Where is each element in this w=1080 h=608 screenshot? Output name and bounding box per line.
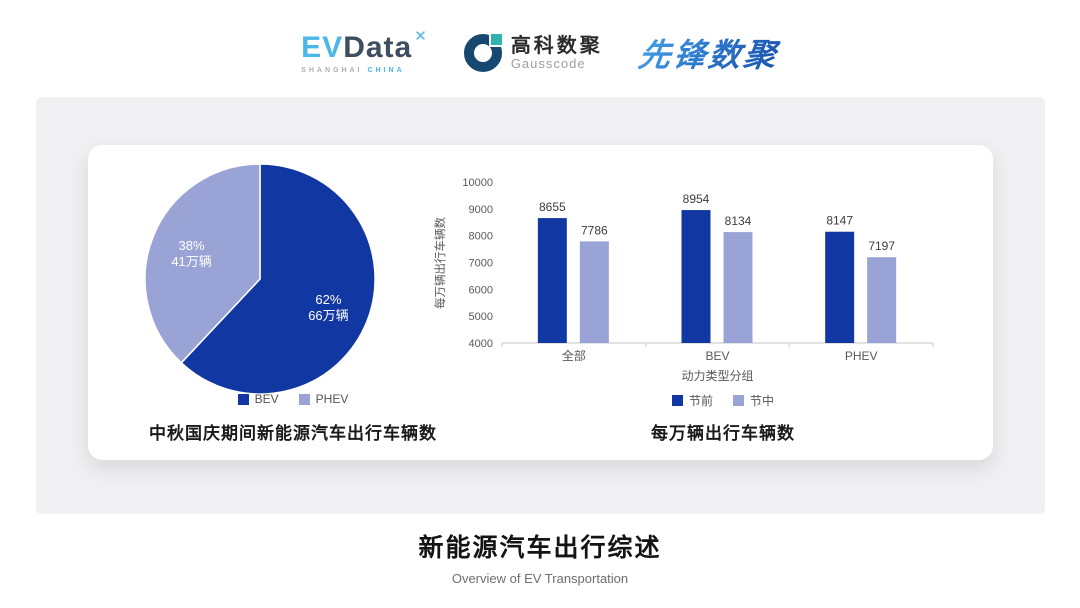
bar-category-BEV: BEV	[705, 349, 729, 363]
bar-value-节前-PHEV: 8147	[826, 214, 853, 228]
content-panel: 62% 66万辆 38% 41万辆 4000 5000 6000 7000 8000 9000 10…	[36, 97, 1045, 514]
bar-ytick-9000: 9000	[469, 204, 493, 216]
evdata-china-text: CHINA	[367, 66, 405, 74]
bar-节中-全部	[579, 241, 609, 343]
legend-swatch-节前	[671, 395, 683, 406]
charts-card: 62% 66万辆 38% 41万辆 4000 5000 6000 7000 8000 9000 10…	[88, 145, 993, 460]
xianfeng-logo: 先锋数聚	[636, 30, 782, 76]
pie-slice-PHEV	[144, 163, 261, 364]
bar-legend: 节前 节中	[498, 392, 948, 409]
bar-节中-BEV	[723, 232, 753, 343]
bar-chart-title: 每万辆出行车辆数	[651, 424, 795, 443]
bar-category-PHEV: PHEV	[845, 349, 878, 363]
legend-label-BEV: BEV	[254, 392, 279, 406]
bar-节中-PHEV	[867, 257, 897, 343]
pie-label-value-BEV: 66万辆	[308, 308, 348, 323]
legend-swatch-PHEV	[298, 393, 310, 405]
bar-value-节中-PHEV: 7197	[868, 239, 895, 253]
legend-swatch-节中	[733, 395, 744, 406]
legend-label-节前: 节前	[688, 394, 713, 408]
bar-节前-BEV	[681, 210, 711, 343]
bar-value-节前-全部: 8655	[539, 200, 566, 214]
bar-ytick-7000: 7000	[469, 258, 493, 270]
bar-ytick-6000: 6000	[469, 284, 493, 296]
pie-chart-title: 中秋国庆期间新能源汽车出行车辆数	[149, 424, 437, 443]
bar-x-axis-title: 动力类型分组	[681, 369, 753, 383]
evdata-data-text: Data	[343, 30, 413, 64]
gausscode-cn-text: 高科数聚	[510, 34, 603, 57]
bar-节前-全部	[537, 218, 567, 343]
pie-label-value-PHEV: 41万辆	[171, 254, 211, 269]
legend-item-节前: 节前	[671, 392, 713, 409]
pie-slice-BEV	[180, 163, 376, 395]
bar-category-全部: 全部	[562, 348, 586, 363]
bar-ytick-10000: 10000	[462, 177, 493, 189]
evdata-ev-text: EV	[301, 30, 344, 64]
legend-swatch-BEV	[237, 393, 249, 405]
bar-节前-PHEV	[825, 231, 855, 343]
gausscode-wordmark: 高科数聚 Gausscode	[510, 34, 603, 71]
gausscode-g-icon	[463, 32, 504, 72]
bar-value-节前-BEV: 8954	[683, 192, 710, 206]
gausscode-logo: 高科数聚 Gausscode	[463, 32, 603, 72]
bar-ytick-4000: 4000	[469, 338, 493, 350]
bar-ytick-8000: 8000	[469, 231, 493, 243]
legend-item-BEV: BEV	[237, 392, 279, 406]
bar-y-axis-title: 每万辆出行车辆数	[433, 217, 447, 309]
pie-label-percent-BEV: 62%	[315, 292, 341, 307]
gausscode-en-text: Gausscode	[510, 55, 586, 71]
legend-label-节中: 节中	[750, 394, 775, 408]
bar-value-节中-全部: 7786	[581, 223, 608, 237]
pie-legend: BEV PHEV	[88, 392, 498, 406]
legend-item-节中: 节中	[733, 392, 774, 409]
legend-item-PHEV: PHEV	[298, 392, 349, 406]
page-subtitle: Overview of EV Transportation	[451, 571, 629, 586]
evdata-shanghai-text: SHANGHAI	[301, 66, 363, 74]
evdata-wordmark: EV Data ✕	[301, 29, 428, 64]
evdata-spark-icon: ✕	[414, 27, 428, 45]
footer: 新能源汽车出行综述 Overview of EV Transportation	[0, 528, 1080, 586]
evdata-logo: EV Data ✕ SHANGHAI CHINA	[301, 29, 428, 74]
charts-canvas: 62%66万辆 38%41万辆 4000 5000 6000 7000 8000 9000 10…	[144, 163, 934, 395]
page-title: 新能源汽车出行综述	[418, 534, 662, 562]
bar-ytick-5000: 5000	[469, 311, 493, 323]
bar-value-节中-BEV: 8134	[725, 214, 752, 228]
pie-label-percent-PHEV: 38%	[179, 238, 205, 253]
evdata-subtext: SHANGHAI CHINA	[301, 67, 428, 74]
legend-label-PHEV: PHEV	[315, 392, 349, 406]
header-logos: EV Data ✕ SHANGHAI CHINA 高科数聚 Gausscode …	[0, 20, 1080, 86]
